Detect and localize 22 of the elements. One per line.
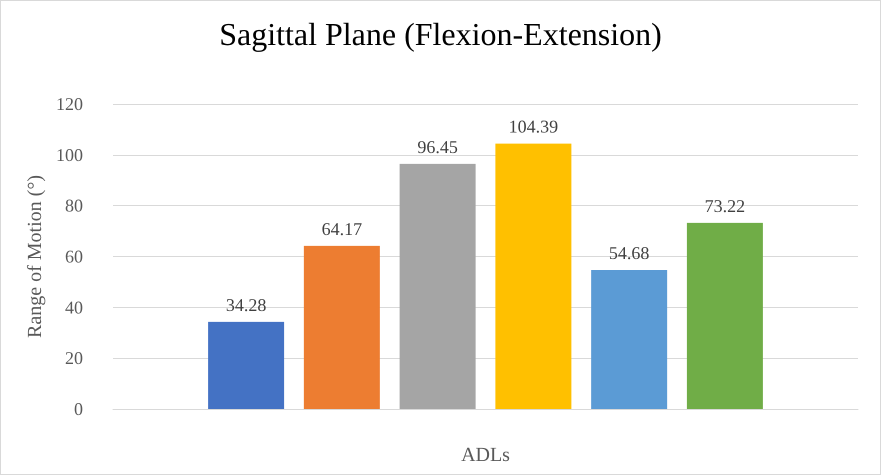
chart-title: Sagittal Plane (Flexion-Extension) xyxy=(219,16,662,52)
bar xyxy=(591,270,668,409)
y-tick-label: 40 xyxy=(65,297,83,318)
y-tick-label: 0 xyxy=(74,399,83,419)
bar xyxy=(495,144,572,409)
y-tick-label: 80 xyxy=(65,196,83,216)
x-axis-title: ADLs xyxy=(461,444,510,466)
y-tick-label: 20 xyxy=(65,348,83,368)
y-tick-label: 60 xyxy=(65,246,83,266)
data-label: 104.39 xyxy=(508,116,558,137)
data-label: 54.68 xyxy=(608,243,650,264)
bar xyxy=(686,222,763,409)
y-tick-label: 120 xyxy=(56,94,83,114)
data-label: 64.17 xyxy=(322,218,362,239)
data-label: 96.45 xyxy=(417,136,458,157)
data-label: 34.28 xyxy=(226,294,266,315)
bar xyxy=(304,246,380,409)
data-label: 73.22 xyxy=(704,196,746,216)
bar xyxy=(208,322,284,409)
y-axis-title: Range of Motion (°) xyxy=(24,175,46,338)
bar xyxy=(400,164,476,409)
y-tick-label: 100 xyxy=(56,144,83,165)
